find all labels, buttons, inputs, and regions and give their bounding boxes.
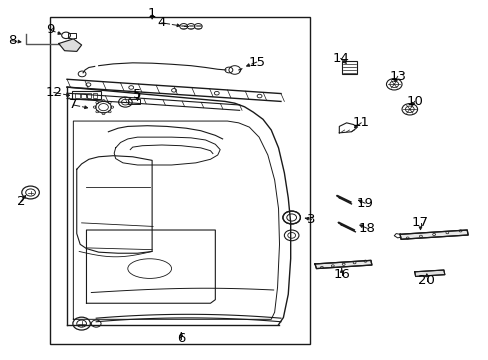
Text: 6: 6	[177, 333, 185, 346]
Text: 3: 3	[307, 213, 315, 226]
Polygon shape	[59, 39, 81, 51]
Bar	[127, 99, 140, 104]
Text: 2: 2	[17, 195, 25, 208]
Text: 9: 9	[46, 23, 54, 36]
Text: 8: 8	[8, 34, 16, 47]
Text: 18: 18	[358, 222, 375, 235]
Bar	[50, 18, 309, 344]
Text: 5: 5	[133, 88, 142, 101]
Text: 13: 13	[388, 70, 406, 83]
Text: 1: 1	[147, 8, 156, 21]
Text: 10: 10	[406, 95, 422, 108]
Text: 16: 16	[333, 268, 349, 281]
Bar	[75, 93, 80, 98]
Text: 12: 12	[45, 86, 62, 99]
Text: 14: 14	[332, 52, 348, 65]
Polygon shape	[314, 260, 371, 269]
Bar	[341, 61, 357, 74]
Text: 19: 19	[356, 197, 373, 210]
Text: 20: 20	[418, 274, 434, 287]
Text: 7: 7	[69, 99, 78, 112]
Bar	[87, 93, 91, 98]
Text: 4: 4	[157, 16, 166, 29]
Polygon shape	[399, 230, 467, 239]
Bar	[93, 93, 97, 98]
Text: 11: 11	[352, 116, 369, 129]
Bar	[81, 93, 85, 98]
Bar	[68, 33, 76, 38]
Text: 17: 17	[411, 216, 428, 229]
Text: 15: 15	[247, 55, 264, 69]
Polygon shape	[414, 270, 444, 276]
